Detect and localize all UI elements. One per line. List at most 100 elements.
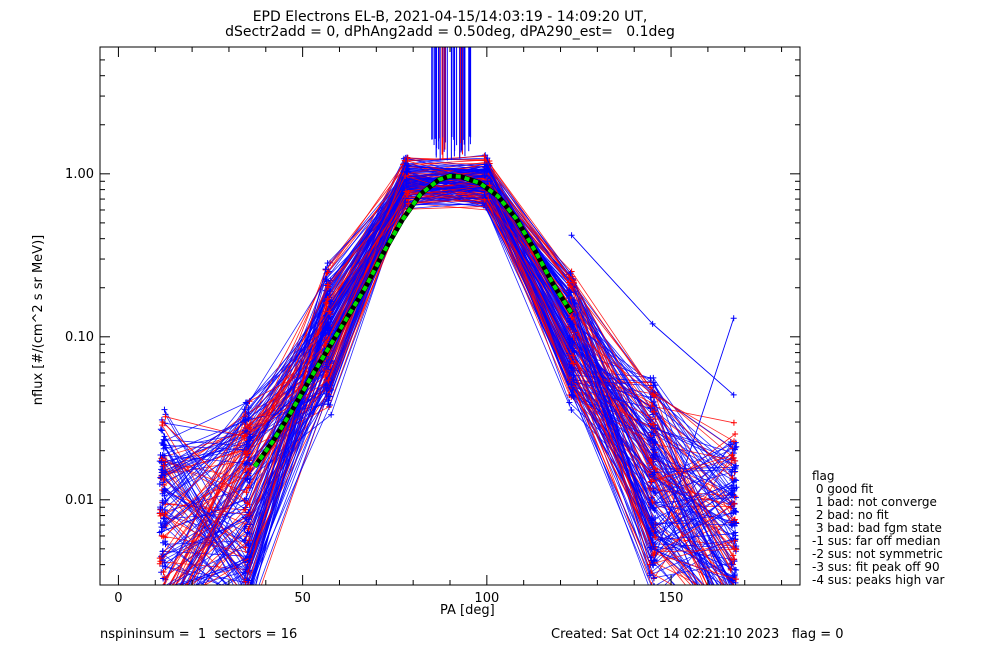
- data-point: [159, 608, 165, 614]
- series-line: [173, 189, 733, 585]
- data-point: [161, 601, 167, 607]
- footer-right: Created: Sat Oct 14 02:21:10 2023 flag =…: [551, 627, 844, 642]
- series-line: [161, 175, 727, 585]
- data-point: [647, 405, 654, 412]
- data-point: [156, 510, 163, 517]
- data-point: [242, 588, 248, 594]
- data-point: [733, 546, 740, 553]
- data-point: [244, 591, 250, 597]
- data-point: [160, 515, 167, 522]
- data-point: [159, 563, 166, 570]
- data-point: [731, 518, 738, 525]
- data-point: [732, 431, 739, 438]
- data-point: [158, 459, 165, 466]
- series-line: [163, 198, 737, 583]
- data-point: [325, 323, 332, 330]
- data-point: [245, 591, 251, 597]
- data-point: [159, 422, 166, 429]
- legend-item: 2 bad: no fit: [812, 508, 889, 522]
- data-point: [159, 620, 165, 626]
- data-point: [159, 557, 166, 564]
- data-point: [730, 482, 737, 489]
- data-point: [650, 505, 657, 512]
- data-point: [728, 485, 735, 492]
- data-point: [162, 510, 169, 517]
- data-point: [159, 597, 165, 603]
- legend-item: -4 sus: peaks high var: [812, 573, 945, 587]
- data-point: [568, 406, 575, 413]
- data-point: [161, 452, 168, 459]
- data-point: [157, 451, 164, 458]
- data-point: [650, 450, 657, 457]
- outlier-point: [649, 561, 656, 568]
- data-point: [733, 576, 740, 583]
- series-line: [164, 185, 737, 552]
- data-layer: [156, 47, 740, 648]
- data-point: [244, 475, 251, 482]
- data-point: [247, 607, 253, 613]
- data-point: [161, 574, 168, 581]
- x-axis-label: PA [deg]: [440, 603, 495, 618]
- data-point: [242, 605, 248, 611]
- data-point: [652, 534, 659, 541]
- data-point: [160, 475, 167, 482]
- data-point: [729, 475, 736, 482]
- x-tick-label: 0: [114, 591, 122, 606]
- data-point: [569, 321, 576, 328]
- data-point: [731, 566, 738, 573]
- outlier-line: [162, 421, 248, 504]
- data-point: [405, 200, 412, 207]
- data-point: [647, 554, 654, 561]
- data-point: [651, 574, 658, 581]
- series-line: [159, 196, 735, 565]
- outlier-point: [244, 500, 251, 507]
- x-tick-label: 50: [294, 591, 311, 606]
- data-point: [161, 482, 168, 489]
- data-point: [162, 599, 168, 605]
- data-point: [728, 610, 734, 616]
- data-point: [727, 438, 734, 445]
- data-point: [244, 450, 251, 457]
- data-point: [158, 590, 164, 596]
- data-point: [729, 642, 735, 648]
- data-point: [566, 399, 573, 406]
- data-point: [731, 587, 737, 593]
- data-point: [246, 607, 252, 613]
- data-point: [650, 425, 657, 432]
- data-point: [728, 521, 735, 528]
- data-point: [729, 466, 736, 473]
- series-line: [184, 179, 732, 585]
- data-point: [565, 292, 572, 299]
- data-point: [732, 494, 739, 501]
- data-point: [730, 598, 736, 604]
- data-point: [241, 570, 248, 577]
- outlier-point: [483, 162, 490, 169]
- series-line: [160, 157, 734, 495]
- data-point: [484, 174, 491, 181]
- data-point: [162, 413, 169, 420]
- data-point: [322, 329, 329, 336]
- data-point: [403, 178, 410, 185]
- data-point: [733, 600, 739, 606]
- data-point: [161, 492, 168, 499]
- x-tick-label: 150: [659, 591, 684, 606]
- data-point: [324, 260, 331, 267]
- outlier-line: [652, 318, 735, 565]
- data-point: [163, 613, 169, 619]
- data-point: [732, 599, 738, 605]
- data-point: [731, 556, 738, 563]
- data-point: [732, 444, 739, 451]
- data-point: [730, 530, 737, 537]
- data-point: [247, 421, 254, 428]
- data-point: [244, 588, 250, 594]
- data-point: [650, 408, 657, 415]
- data-point: [732, 595, 738, 601]
- data-point: [241, 433, 248, 440]
- data-point: [732, 619, 738, 625]
- data-point: [245, 516, 252, 523]
- data-point: [158, 601, 164, 607]
- data-point: [157, 558, 164, 565]
- data-point: [246, 607, 252, 613]
- data-point: [728, 489, 735, 496]
- data-point: [570, 352, 577, 359]
